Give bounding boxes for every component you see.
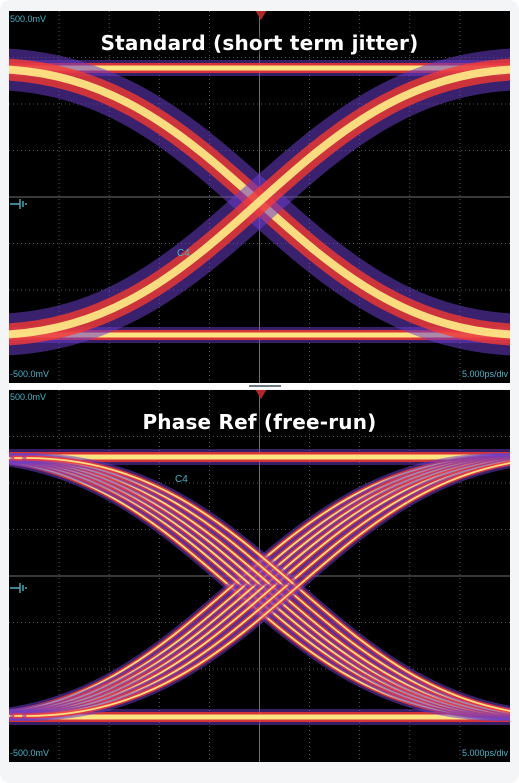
eye-diagram-standard — [9, 11, 510, 383]
scope-panel-phase-ref: Phase Ref (free-run) 500.0mV -500.0mV 5.… — [9, 390, 510, 762]
timebase-label: 5.000ps/div — [461, 748, 508, 758]
panel-divider[interactable] — [9, 383, 510, 389]
channel-label: C4 — [175, 474, 188, 485]
channel-label: C4 — [177, 248, 190, 259]
trigger-marker-icon — [255, 390, 267, 399]
eye-diagram-phase-ref — [9, 390, 510, 762]
panel-title: Phase Ref (free-run) — [142, 410, 377, 434]
volt-top-label: 500.0mV — [10, 392, 47, 402]
volt-bottom-label: -500.0mV — [10, 369, 50, 379]
scope-panel-standard: Standard (short term jitter) 500.0mV -50… — [9, 11, 510, 383]
eye-trace — [9, 48, 510, 356]
panel-title: Standard (short term jitter) — [100, 31, 419, 55]
eye-trace — [22, 458, 510, 721]
timebase-label: 5.000ps/div — [461, 369, 508, 379]
divider-handle[interactable] — [249, 385, 281, 387]
volt-bottom-label: -500.0mV — [10, 748, 50, 758]
ground-icon — [10, 583, 27, 593]
volt-top-label: 500.0mV — [10, 14, 47, 24]
ground-icon — [10, 199, 27, 209]
trigger-marker-icon — [255, 11, 267, 20]
